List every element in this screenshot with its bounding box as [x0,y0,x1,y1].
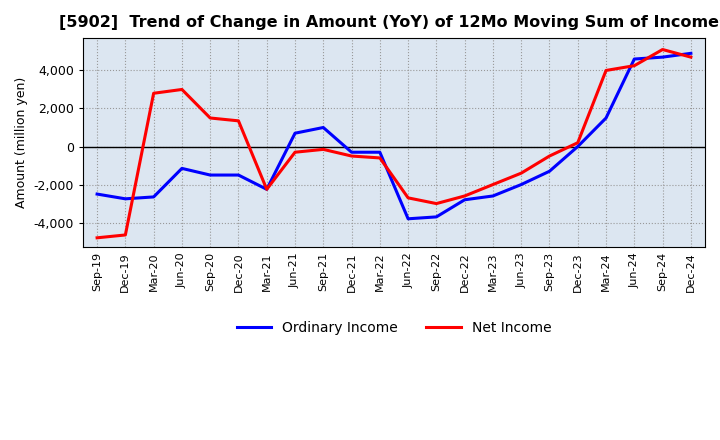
Net Income [460,193,469,198]
Ordinary Income [206,172,215,178]
Net Income [630,63,639,68]
Legend: Ordinary Income, Net Income: Ordinary Income, Net Income [231,315,557,341]
Ordinary Income [376,150,384,155]
Ordinary Income [460,197,469,202]
Ordinary Income [347,150,356,155]
Net Income [432,201,441,206]
Line: Net Income: Net Income [97,50,691,238]
Ordinary Income [149,194,158,200]
Ordinary Income [517,182,526,187]
Net Income [121,232,130,238]
Ordinary Income [319,125,328,130]
Net Income [234,118,243,124]
Ordinary Income [489,193,498,198]
Net Income [573,140,582,145]
Ordinary Income [291,131,300,136]
Y-axis label: Amount (million yen): Amount (million yen) [15,77,28,209]
Ordinary Income [658,55,667,60]
Ordinary Income [262,187,271,192]
Ordinary Income [404,216,413,221]
Ordinary Income [602,115,611,121]
Net Income [149,91,158,96]
Ordinary Income [432,214,441,220]
Ordinary Income [93,191,102,197]
Ordinary Income [573,144,582,149]
Net Income [178,87,186,92]
Net Income [262,187,271,192]
Ordinary Income [234,172,243,178]
Net Income [658,47,667,52]
Net Income [602,68,611,73]
Ordinary Income [545,169,554,174]
Net Income [93,235,102,240]
Net Income [347,154,356,159]
Net Income [206,115,215,121]
Net Income [291,150,300,155]
Net Income [517,171,526,176]
Line: Ordinary Income: Ordinary Income [97,53,691,219]
Net Income [687,55,696,60]
Ordinary Income [121,196,130,202]
Net Income [319,147,328,152]
Net Income [376,155,384,161]
Ordinary Income [630,56,639,62]
Ordinary Income [687,51,696,56]
Ordinary Income [178,166,186,171]
Title: [5902]  Trend of Change in Amount (YoY) of 12Mo Moving Sum of Incomes: [5902] Trend of Change in Amount (YoY) o… [59,15,720,30]
Net Income [545,154,554,159]
Net Income [404,195,413,201]
Net Income [489,182,498,187]
